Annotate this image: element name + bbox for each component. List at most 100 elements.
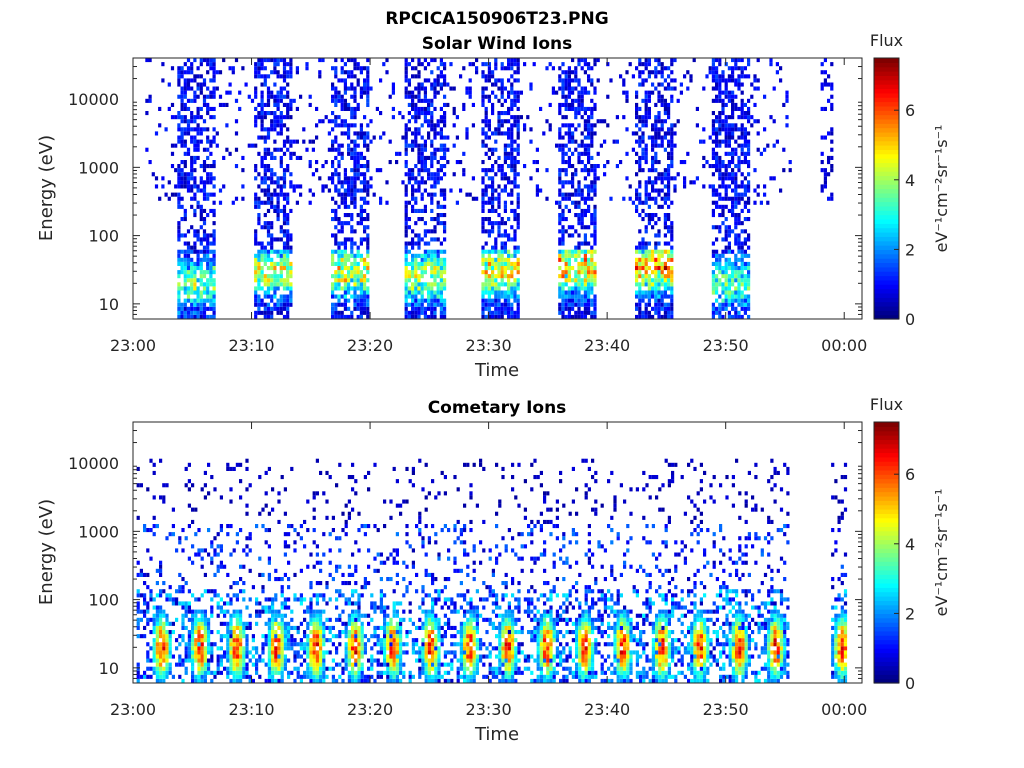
flux-cell [177,200,181,205]
flux-cell [740,180,744,185]
flux-cell [407,290,411,295]
flux-cell [181,601,185,606]
flux-cell [494,298,498,303]
flux-cell [209,270,213,275]
flux-cell [216,646,220,651]
flux-cell [481,74,485,79]
flux-cell [452,106,456,111]
flux-cell [289,298,293,303]
flux-cell [260,200,264,205]
flux-cell [146,654,150,659]
flux-cell [186,70,191,75]
flux-cell [186,172,191,177]
flux-cell [731,294,735,299]
flux-cell [279,278,283,283]
flux-cell [190,160,194,165]
flux-cell [194,630,198,635]
flux-cell [175,548,179,553]
flux-cell [702,155,706,160]
flux-cell [731,90,735,95]
flux-cell [513,310,517,315]
flux-cell [596,119,600,124]
flux-cell [743,302,747,307]
flux-cell [212,266,216,271]
flux-cell [507,274,511,279]
flux-cell [481,204,485,209]
flux-cell [561,196,565,201]
flux-cell [206,135,210,140]
flux-cell [724,192,728,197]
flux-cell [286,253,290,258]
flux-cell [593,229,597,234]
flux-cell [266,225,271,230]
flux-cell [734,106,738,111]
flux-cell [186,261,191,266]
flux-cell [266,306,271,311]
flux-cell [667,111,671,116]
flux-cell [180,86,184,91]
flux-cell [651,270,655,275]
flux-cell [353,74,357,79]
flux-cell [420,82,424,87]
flux-cell [571,306,575,311]
flux-cell [206,176,210,181]
flux-cell [647,278,651,283]
flux-cell [196,111,200,116]
flux-cell [667,241,671,246]
flux-cell [295,200,299,205]
flux-cell [494,78,498,83]
flux-cell [347,266,351,271]
flux-cell [644,257,648,262]
flux-cell [149,597,153,602]
flux-cell [286,196,290,201]
flux-cell [663,278,667,283]
flux-cell [162,613,166,618]
flux-cell [177,192,181,197]
flux-cell [583,176,587,181]
flux-cell [385,58,389,63]
flux-cell [711,58,715,63]
flux-cell [222,155,226,160]
flux-cell [644,115,648,120]
flux-cell [356,274,360,279]
flux-cell [331,257,335,262]
flux-cell [436,294,440,299]
flux-cell [734,172,738,177]
flux-cell [148,58,152,63]
flux-cell [187,503,191,508]
flux-cell [631,131,635,136]
flux-cell [433,249,437,254]
flux-cell [202,233,207,238]
flux-cell [587,278,591,283]
flux-cell [526,115,530,120]
flux-cell [363,217,367,222]
flux-cell [295,184,299,189]
flux-cell [180,233,184,238]
colorbar-swatch [874,288,899,294]
flux-cell [580,270,584,275]
flux-cell [177,298,181,303]
flux-cell [436,90,440,95]
flux-cell [593,192,597,197]
flux-cell [545,66,549,71]
flux-cell [199,74,203,79]
flux-cell [583,286,587,291]
flux-cell [695,106,699,111]
flux-cell [715,98,719,103]
flux-cell [715,249,719,254]
flux-cell [407,217,411,222]
flux-cell [711,155,715,160]
flux-cell [235,642,239,647]
flux-cell [414,266,418,271]
flux-cell [266,102,271,107]
flux-cell [510,115,514,120]
flux-cell [353,123,357,128]
flux-cell [491,290,495,295]
flux-cell [433,217,437,222]
flux-cell [731,160,735,165]
flux-cell [635,192,639,197]
flux-cell [411,196,415,201]
flux-cell [747,115,751,120]
flux-cell [622,196,626,201]
flux-cell [161,176,165,181]
